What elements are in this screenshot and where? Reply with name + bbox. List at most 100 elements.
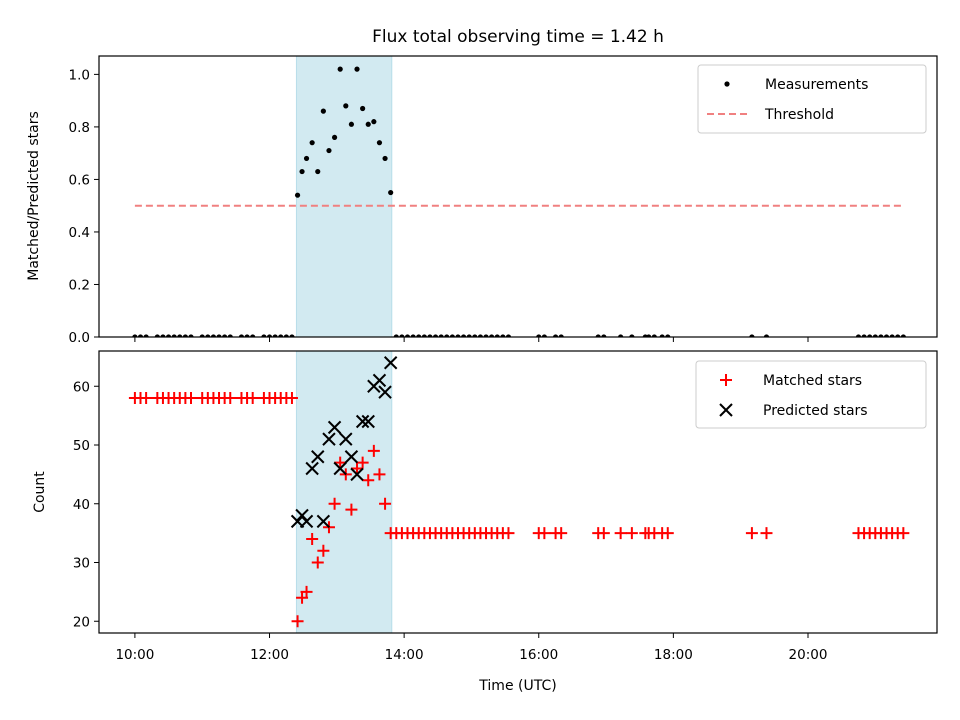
predicted-stars-point-2 bbox=[299, 514, 314, 529]
measurements-point-50 bbox=[432, 334, 439, 337]
predicted-stars-point-4 bbox=[311, 450, 325, 464]
bottom-observing-window-shade bbox=[295, 350, 393, 634]
predicted-stars-point-8 bbox=[333, 461, 347, 476]
matched-stars-point-24 bbox=[285, 392, 298, 404]
matched-stars-point-77 bbox=[745, 527, 758, 540]
matched-stars-point-15 bbox=[224, 392, 237, 404]
measurements-point-2 bbox=[143, 334, 149, 337]
measurements-point-83 bbox=[878, 334, 884, 337]
legend-label-predicted-stars: Predicted stars bbox=[763, 403, 868, 419]
measurements-point-26 bbox=[299, 168, 305, 175]
measurements-point-76 bbox=[665, 334, 671, 337]
x-tick-label-18-00: 18:00 bbox=[654, 647, 693, 663]
top-y-tick-label-0-0: 0.0 bbox=[69, 330, 90, 346]
series-measurements bbox=[132, 66, 906, 337]
measurements-point-45 bbox=[404, 334, 411, 337]
measurements-point-12 bbox=[210, 334, 217, 337]
measurements-point-68 bbox=[595, 334, 601, 337]
predicted-stars-point-5 bbox=[316, 514, 331, 529]
measurements-point-11 bbox=[205, 334, 211, 337]
measurements-point-20 bbox=[266, 334, 273, 337]
x-axis-label: Time (UTC) bbox=[478, 678, 556, 694]
matched-stars-point-33 bbox=[334, 456, 347, 469]
measurements-point-80 bbox=[861, 334, 867, 337]
measurements-point-31 bbox=[326, 147, 332, 154]
measurements-point-16 bbox=[238, 334, 245, 337]
measurements-point-21 bbox=[272, 334, 278, 337]
measurements-point-73 bbox=[646, 334, 652, 337]
measurements-point-86 bbox=[895, 334, 901, 337]
measurements-point-48 bbox=[421, 334, 427, 337]
measurements-point-15 bbox=[227, 334, 233, 337]
matched-stars-point-76 bbox=[661, 527, 674, 540]
measurements-point-32 bbox=[331, 134, 338, 141]
measurements-point-60 bbox=[489, 334, 495, 337]
measurements-point-69 bbox=[601, 334, 607, 337]
measurements-point-10 bbox=[199, 334, 205, 337]
measurements-point-43 bbox=[393, 334, 399, 337]
matched-stars-point-25 bbox=[291, 615, 304, 628]
measurements-point-44 bbox=[399, 334, 405, 337]
measurements-point-70 bbox=[618, 334, 624, 337]
measurements-point-79 bbox=[855, 334, 862, 337]
predicted-stars-point-10 bbox=[344, 450, 359, 464]
matched-stars-point-38 bbox=[362, 474, 375, 487]
measurements-point-75 bbox=[659, 334, 665, 337]
matched-stars-point-78 bbox=[760, 527, 773, 540]
chart-title: Flux total observing time = 1.42 h bbox=[372, 27, 664, 47]
top-y-tick-label-0-6: 0.6 bbox=[69, 172, 90, 188]
measurements-point-47 bbox=[416, 334, 422, 337]
measurements-point-77 bbox=[749, 334, 755, 337]
x-tick-label-10-00: 10:00 bbox=[115, 647, 154, 663]
measurements-point-6 bbox=[171, 334, 177, 337]
matched-stars-point-35 bbox=[345, 503, 358, 516]
measurements-point-27 bbox=[303, 155, 310, 162]
matched-stars-point-32 bbox=[328, 497, 341, 510]
predicted-stars-point-11 bbox=[350, 467, 364, 482]
measurements-point-85 bbox=[889, 334, 895, 337]
measurements-point-52 bbox=[444, 334, 450, 337]
top-y-axis-label: Matched/Predicted stars bbox=[26, 111, 42, 281]
measurements-point-67 bbox=[558, 334, 564, 337]
measurements-point-57 bbox=[472, 334, 478, 337]
measurements-point-28 bbox=[309, 140, 315, 146]
measurements-point-56 bbox=[466, 334, 472, 337]
matched-stars-point-29 bbox=[311, 556, 324, 569]
legend-marker-matched-stars bbox=[720, 374, 732, 386]
measurements-point-39 bbox=[371, 119, 377, 125]
measurements-point-81 bbox=[867, 334, 873, 337]
measurements-point-54 bbox=[455, 334, 461, 337]
bottom-plot-frame bbox=[98, 350, 938, 634]
predicted-stars-point-16 bbox=[378, 385, 392, 399]
measurements-point-18 bbox=[250, 334, 256, 337]
measurements-point-8 bbox=[182, 334, 188, 337]
predicted-stars-point-12 bbox=[355, 414, 370, 429]
bottom-panel: 10:00 12:00 14:00 16:00 18:00 20:00 20 30 40 50 60… bbox=[32, 350, 938, 694]
measurements-point-53 bbox=[449, 334, 455, 337]
predicted-stars-point-9 bbox=[339, 432, 353, 446]
top-y-tick-label-0-8: 0.8 bbox=[69, 120, 90, 136]
matched-stars-point-39 bbox=[367, 444, 380, 457]
measurements-point-7 bbox=[177, 334, 183, 337]
bottom-y-tick-label-40: 40 bbox=[73, 497, 90, 513]
x-tick-label-20-00: 20:00 bbox=[789, 647, 828, 663]
measurements-point-59 bbox=[483, 334, 489, 337]
measurements-point-78 bbox=[763, 334, 770, 337]
measurements-point-38 bbox=[365, 121, 371, 127]
measurements-point-36 bbox=[354, 66, 360, 72]
predicted-stars-point-7 bbox=[327, 420, 342, 435]
predicted-stars-point-17 bbox=[383, 356, 398, 370]
legend-marker-measurements bbox=[724, 81, 730, 87]
measurements-point-55 bbox=[460, 334, 467, 337]
bottom-y-tick-label-30: 30 bbox=[73, 556, 90, 572]
measurements-point-62 bbox=[500, 334, 506, 337]
top-y-tick-label-0-4: 0.4 bbox=[69, 225, 90, 241]
matched-stars-point-71 bbox=[625, 527, 638, 540]
legend-label-measurements: Measurements bbox=[765, 77, 868, 93]
bottom-y-axis-label: Count bbox=[32, 471, 48, 513]
matched-stars-point-9 bbox=[184, 392, 197, 404]
matched-stars-point-2 bbox=[140, 392, 153, 404]
matched-stars-point-41 bbox=[379, 497, 392, 510]
matched-stars-point-40 bbox=[373, 468, 386, 481]
